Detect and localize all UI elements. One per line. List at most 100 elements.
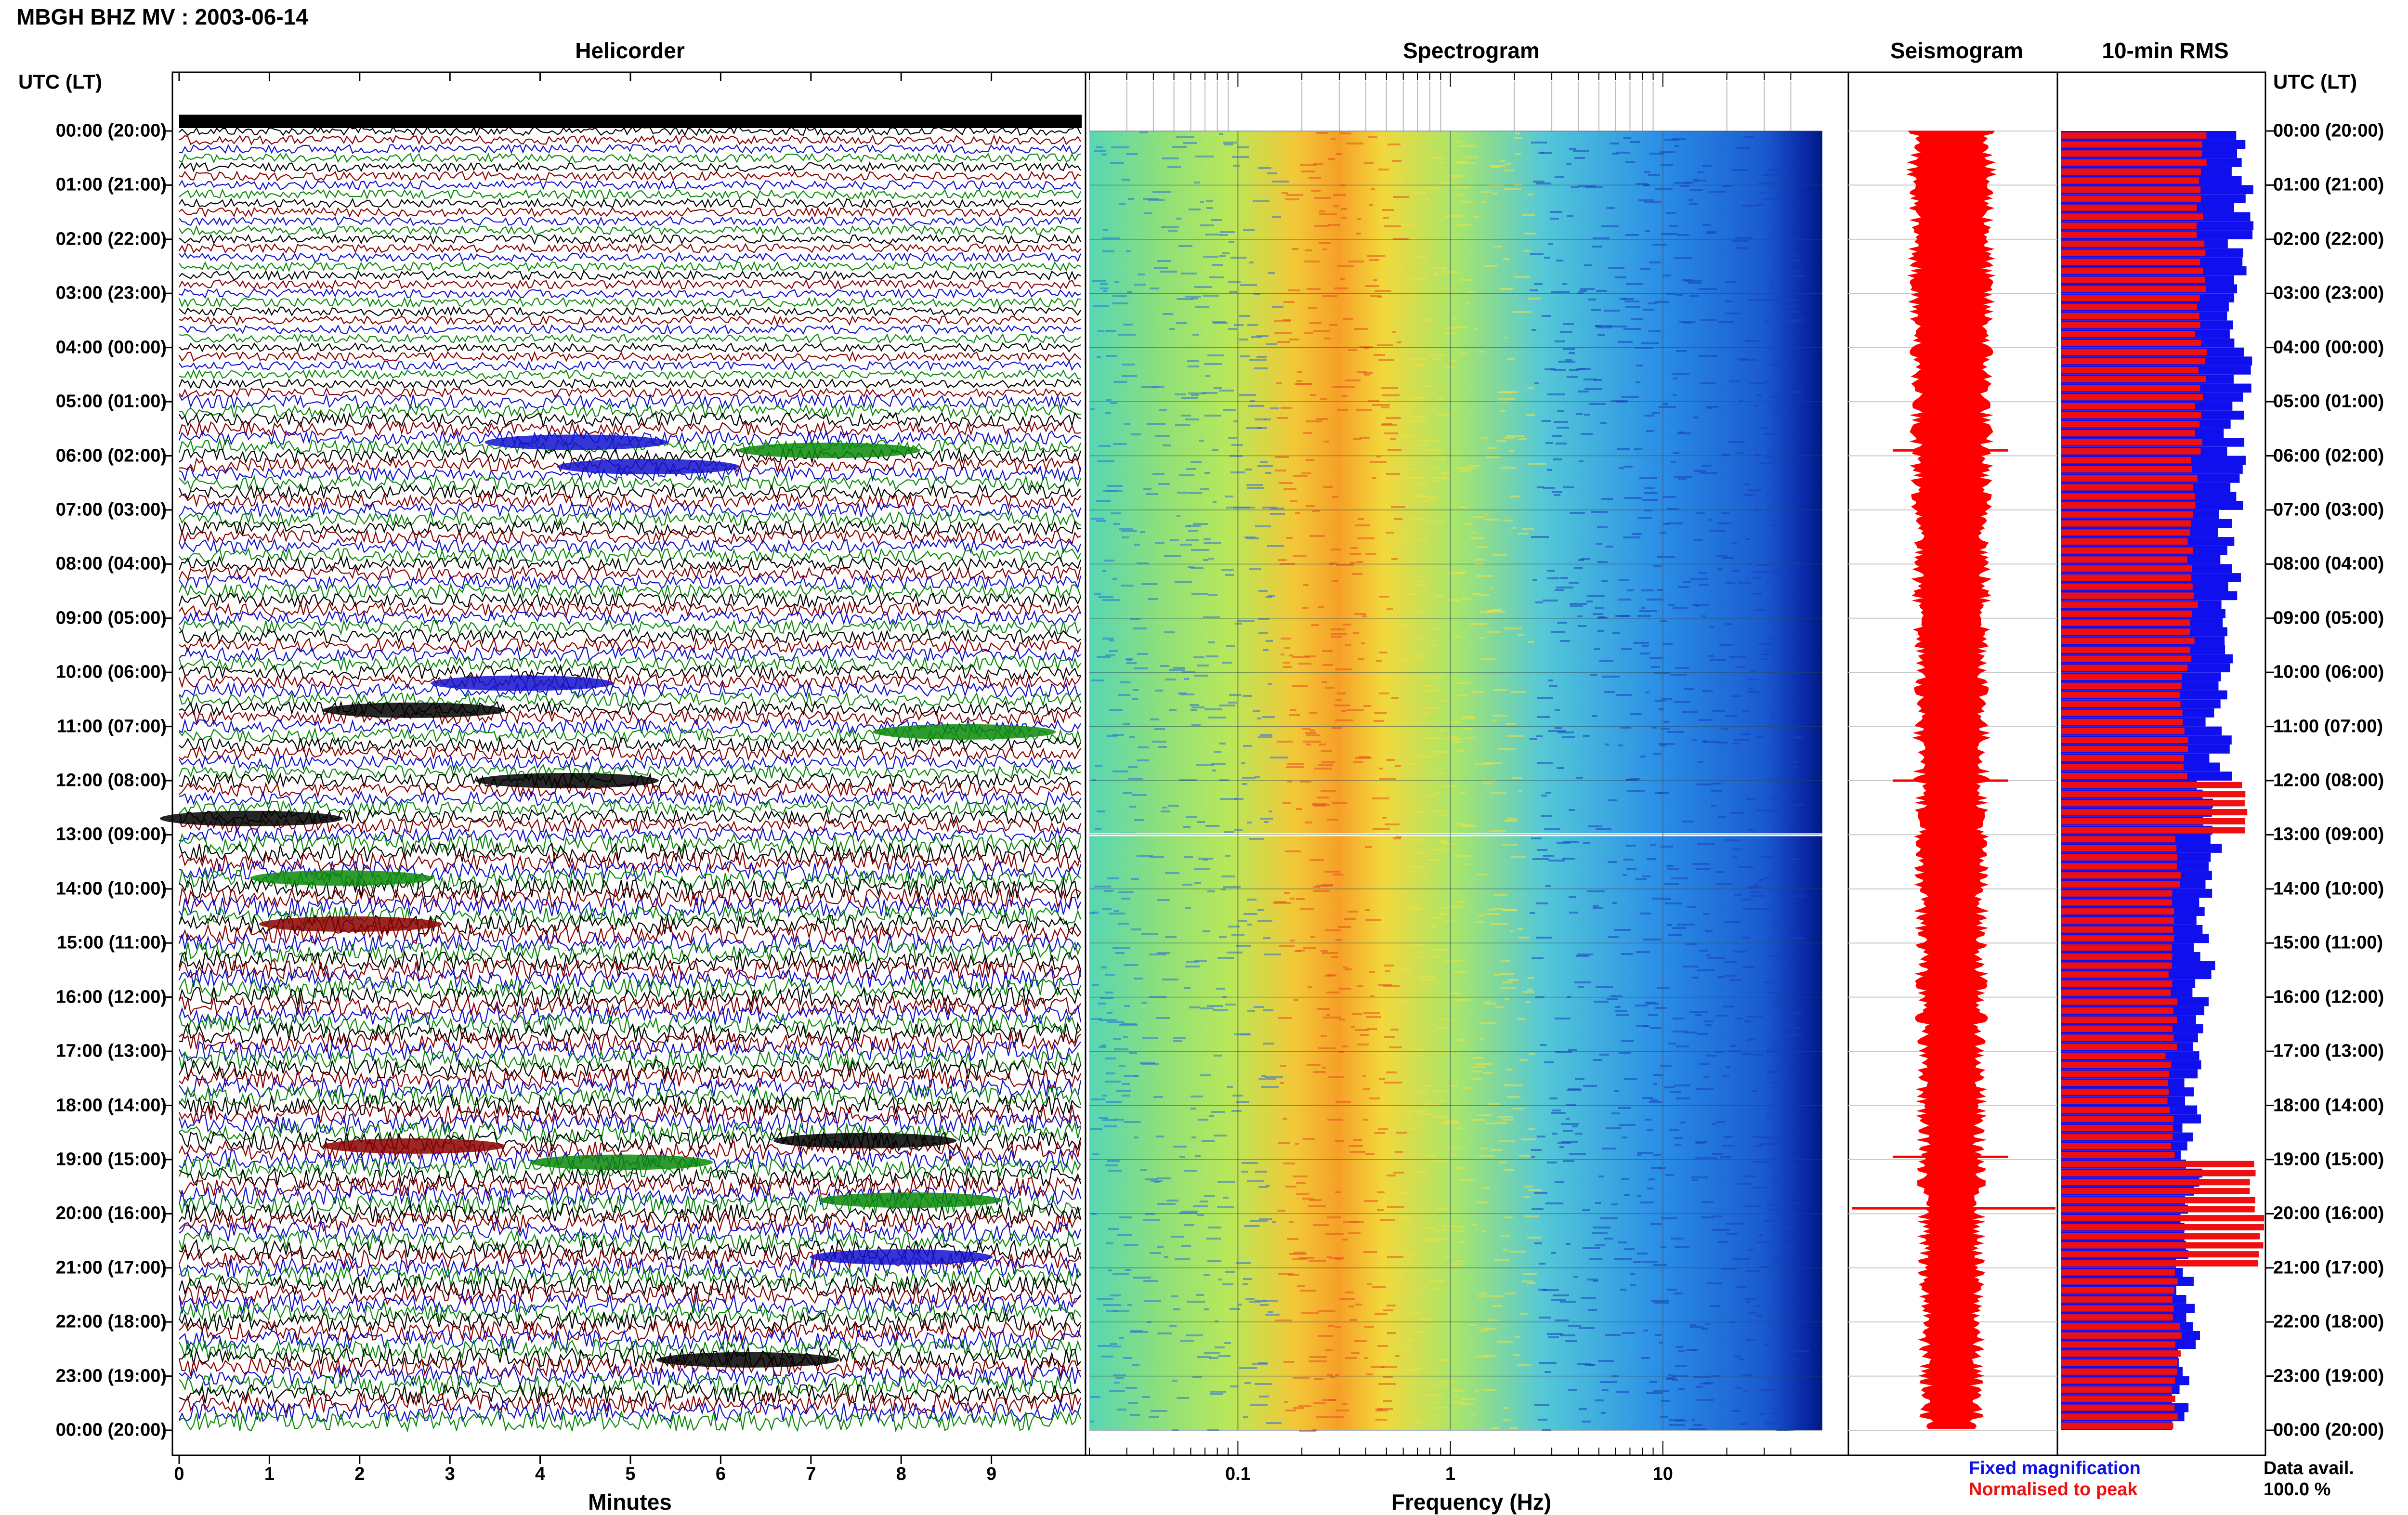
spectrogram-speckle [1505,1293,1515,1294]
spectrogram-speckle [1213,1009,1228,1011]
spectrogram-speckle [1301,472,1311,474]
spectrogram-speckle [1178,245,1192,247]
spectrogram-speckle [1132,698,1138,700]
rms-normalised-bar [2061,448,2201,455]
spectrogram-speckle [1249,359,1267,361]
spectrogram-speckle [1142,1396,1150,1398]
spectrogram-speckle [1763,1344,1768,1346]
spectrogram-speckle [1782,255,1798,257]
rms-normalised-bar [2061,421,2200,428]
spectrogram-speckle [1169,669,1185,671]
spectrogram-speckle [1738,866,1754,868]
spectrogram-speckle [1548,679,1553,681]
spectrogram-speckle [1154,1181,1160,1183]
spectrogram-speckle [1444,1122,1460,1124]
spectrogram-speckle [1318,1047,1336,1049]
spectrogram-speckle [1162,157,1179,159]
spectrogram-speckle [1731,542,1737,544]
spectrogram-speckle [1692,863,1710,865]
spectrogram-speckle [1362,615,1367,617]
spectrogram-speckle [1331,628,1345,630]
spectrogram-speckle [1483,783,1493,784]
spectrogram-speckle [1653,1390,1669,1392]
spectrogram-speckle [1708,957,1725,959]
spectrogram-speckle [1791,1027,1800,1029]
rms-normalised-bar [2061,1359,2178,1366]
spectrogram-speckle [1281,638,1291,640]
spectrogram-speckle [1306,459,1314,461]
spectrogram-speckle [1677,924,1695,926]
spectrogram-speckle [1327,1256,1331,1258]
spectrogram-speckle [1793,1350,1809,1352]
spectrogram-speckle [1498,1140,1515,1142]
spectrogram-speckle [1413,756,1431,758]
time-label-left: 17:00 (13:00) [55,1041,167,1061]
spectrogram-speckle [1745,538,1750,540]
spectrogram-speckle [1418,256,1426,258]
spectrogram-speckle [1431,157,1444,159]
spectrogram-speckle [1122,364,1135,366]
utc-header-left: UTC (LT) [18,70,103,93]
spectrogram-speckle [1441,1225,1450,1227]
spectrogram-speckle [1202,392,1217,394]
spectrogram-speckle [1226,507,1238,509]
spectrogram-speckle [1212,264,1223,266]
rms-normalised-bar [2061,520,2192,527]
helicorder-event [322,1138,506,1154]
rms-normalised-bar [2061,1332,2182,1339]
spectrogram-speckle [1188,392,1206,394]
spectrogram-speckle [1593,1280,1598,1282]
spectrogram-speckle [1182,884,1192,886]
spectrogram-speckle [1597,526,1608,528]
spectrogram-speckle [1204,472,1210,474]
spectrogram-speckle [1216,988,1225,990]
spectrogram-speckle [1123,792,1132,794]
spectrogram-speckle [1557,842,1570,844]
spectrogram-speckle [1117,1234,1132,1236]
spectrogram-speckle [1663,643,1673,645]
spectrogram-speckle [1275,1319,1292,1321]
spectrogram-speckle [1350,562,1355,564]
spectrogram-speckle [1433,628,1440,630]
time-label-right: 23:00 (19:00) [2273,1366,2384,1386]
spectrogram-speckle [1489,830,1506,832]
helicorder-trace [179,1202,1082,1225]
spectrogram-speckle [1113,523,1120,525]
spectrogram-speckle [1249,1301,1261,1303]
spectrogram-speckle [1529,1053,1535,1055]
spectrogram-speckle [1733,951,1746,953]
spectrogram-speckle [1186,816,1197,818]
helicorder-trace [179,261,1081,273]
spectrogram-speckle [1225,1004,1236,1006]
helicorder-trace [179,1121,1082,1143]
frequency-axis-label: Frequency (Hz) [1391,1489,1552,1515]
spectrogram-speckle [1496,440,1506,442]
spectrogram-speckle [1390,438,1396,440]
rms-normalised-bar [2061,845,2177,852]
spectrogram-speckle [1194,286,1212,288]
spectrogram-speckle [1526,414,1535,416]
spectrogram-speckle [1110,162,1124,164]
spectrogram-speckle [1307,288,1321,290]
spectrogram-speckle [1679,321,1695,323]
spectrogram-speckle [1391,697,1399,699]
helicorder-trace [179,1175,1081,1198]
spectrogram-speckle [1181,1211,1198,1213]
spectrogram-speckle [1581,558,1590,560]
spectrogram-speckle [1331,549,1341,550]
spectrogram-speckle [1743,1175,1756,1177]
spectrogram-speckle [1767,1209,1780,1211]
spectrogram-speckle [1186,468,1196,470]
spectrogram-speckle [1341,710,1346,712]
spectrogram-speckle [1524,1186,1533,1188]
spectrogram-speckle [1754,884,1759,886]
spectrogram-speckle [1337,386,1355,388]
spectrogram-speckle [1653,1074,1663,1076]
spectrogram-speckle [1706,954,1711,956]
spectrogram-speckle [1623,874,1627,876]
spectrogram-speckle [1591,309,1601,311]
spectrogram-speckle [1281,407,1292,409]
spectrogram-speckle [1769,284,1773,286]
spectrogram-speckle [1753,1054,1764,1056]
rms-normalised-bar [2061,1386,2172,1393]
